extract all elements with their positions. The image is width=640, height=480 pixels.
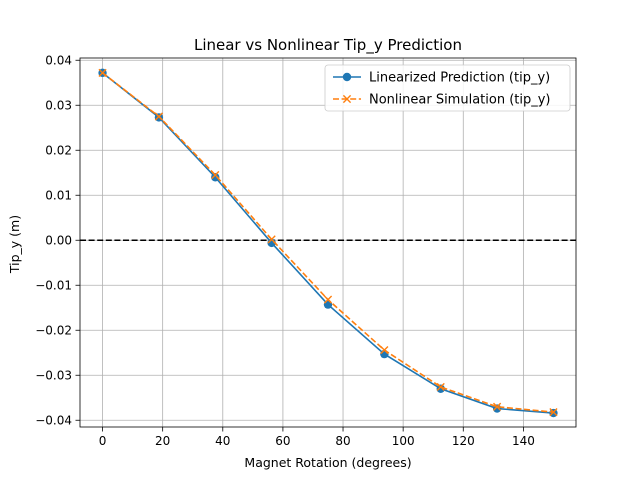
x-tick-label: 120 [452,434,475,448]
y-tick-label: 0.01 [45,189,72,203]
x-tick-label: 0 [99,434,107,448]
legend: Linearized Prediction (tip_y) Nonlinear S… [324,64,571,112]
series-2-point [549,408,558,417]
series-2-point [436,382,445,392]
y-axis-label: Tip_y (m) [7,215,22,274]
legend-marker-1 [342,72,352,82]
x-tick-label: 40 [215,434,230,448]
x-tick-label: 140 [512,434,535,448]
axis-ticks: 0 20 40 60 80 100 120 140 0.04 0.03 0.02 0.01 0.00 −0… [35,54,535,448]
legend-box [324,64,571,112]
series-2-point [98,68,107,77]
series-2 [98,68,558,417]
plot-frame [79,57,577,428]
legend-label-2: Nonlinear Simulation (tip_y) [369,93,551,108]
y-tick-label: 0.00 [45,234,72,248]
series-2-point [267,235,276,244]
y-tick-label: −0.01 [35,279,72,293]
series-2-point [154,112,164,121]
series-2-point [323,295,333,304]
series-2-point [380,345,389,355]
series-2-point [492,402,502,411]
y-tick-label: 0.02 [45,144,72,158]
x-tick-label: 20 [155,434,170,448]
y-tick-label: 0.03 [45,99,72,113]
series-1-point [211,173,220,182]
x-axis-label: Magnet Rotation (degrees) [244,455,411,470]
x-tick-label: 60 [275,434,290,448]
y-tick-label: −0.04 [35,414,72,428]
x-tick-label: 100 [392,434,415,448]
series-layer [98,68,558,418]
y-tick-label: 0.04 [45,54,72,68]
chart-title: Linear vs Nonlinear Tip_y Prediction [194,36,462,55]
series-2-point [211,170,220,180]
x-tick-label: 80 [335,434,350,448]
legend-label-1: Linearized Prediction (tip_y) [369,71,550,86]
y-tick-label: −0.03 [35,369,72,383]
legend-marker-2 [342,94,352,104]
series-1-point [436,384,445,393]
y-tick-label: −0.02 [35,324,72,338]
